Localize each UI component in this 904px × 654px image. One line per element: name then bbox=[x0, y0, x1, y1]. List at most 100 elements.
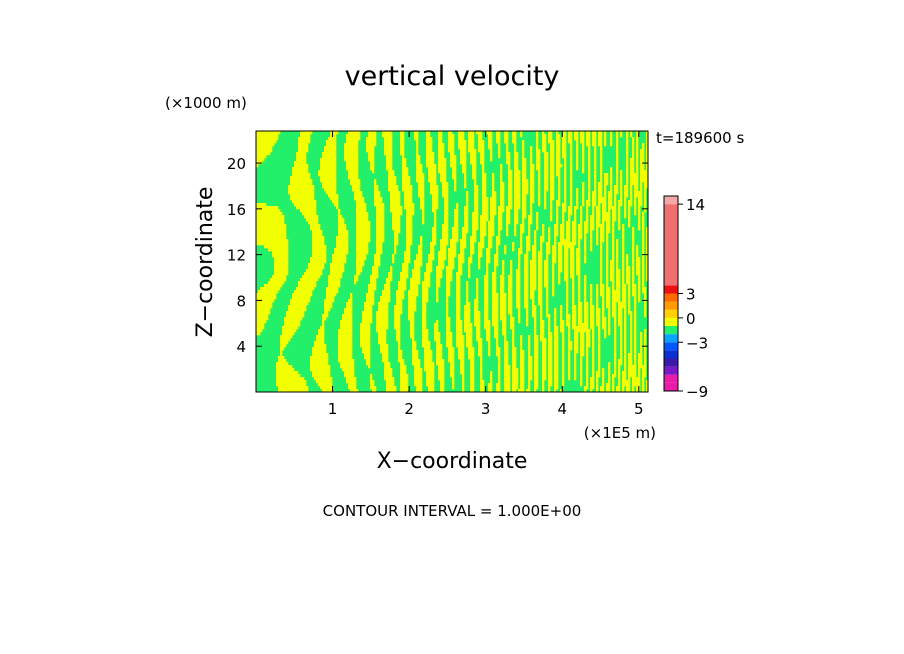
field-cell-positive bbox=[568, 137, 573, 141]
field-cell-positive bbox=[614, 335, 617, 339]
field-cell-positive bbox=[446, 326, 451, 330]
field-cell-positive bbox=[292, 173, 311, 177]
field-cell-positive bbox=[538, 278, 543, 282]
field-cell-positive bbox=[298, 143, 309, 147]
field-cell-positive bbox=[284, 323, 301, 327]
field-cell-positive bbox=[548, 239, 551, 243]
field-cell-positive bbox=[636, 149, 639, 153]
field-cell-positive bbox=[356, 218, 369, 222]
field-cell-positive bbox=[418, 191, 425, 195]
field-cell-positive bbox=[374, 179, 377, 183]
field-cell-positive bbox=[458, 257, 465, 261]
field-cell-positive bbox=[570, 260, 575, 264]
field-cell-positive bbox=[622, 272, 625, 276]
field-cell-positive bbox=[542, 383, 545, 387]
field-cell-positive bbox=[614, 203, 617, 207]
field-cell-positive bbox=[590, 383, 595, 387]
field-cell-positive bbox=[368, 158, 375, 162]
field-cell-positive bbox=[482, 167, 485, 171]
field-cell-positive bbox=[622, 224, 625, 228]
field-cell-positive bbox=[510, 263, 513, 267]
field-cell-positive bbox=[420, 239, 423, 243]
field-cell-positive bbox=[612, 284, 615, 288]
field-cell-positive bbox=[376, 323, 389, 327]
field-cell-positive bbox=[482, 206, 489, 210]
field-cell-positive bbox=[410, 281, 421, 285]
field-cell-positive bbox=[554, 230, 559, 234]
field-cell-positive bbox=[606, 302, 611, 306]
field-cell-positive bbox=[312, 251, 327, 255]
field-cell-positive bbox=[606, 296, 611, 300]
field-cell-positive bbox=[470, 245, 475, 249]
field-cell-positive bbox=[588, 170, 591, 174]
field-cell-positive bbox=[482, 197, 489, 201]
field-cell-positive bbox=[426, 143, 433, 147]
field-cell-positive bbox=[610, 170, 613, 174]
field-cell-positive bbox=[580, 221, 583, 225]
field-cell-positive bbox=[504, 356, 509, 360]
field-cell-positive bbox=[402, 161, 407, 165]
field-cell-positive bbox=[524, 278, 529, 282]
field-cell-positive bbox=[594, 179, 597, 183]
field-cell-positive bbox=[624, 350, 627, 354]
field-cell-positive bbox=[632, 281, 635, 285]
field-cell-positive bbox=[458, 260, 465, 264]
field-cell-positive bbox=[440, 383, 445, 387]
field-cell-positive bbox=[574, 377, 577, 381]
field-cell-positive bbox=[638, 221, 641, 225]
field-cell-positive bbox=[606, 254, 609, 258]
field-cell-positive bbox=[462, 233, 467, 237]
field-cell-positive bbox=[458, 266, 463, 270]
field-cell-positive bbox=[608, 326, 611, 330]
field-cell-positive bbox=[514, 194, 521, 198]
field-cell-positive bbox=[538, 197, 541, 201]
field-cell-positive bbox=[546, 290, 549, 294]
field-cell-positive bbox=[422, 308, 427, 312]
field-cell-positive bbox=[636, 158, 639, 162]
field-cell-positive bbox=[324, 302, 333, 306]
field-cell-positive bbox=[564, 161, 567, 165]
field-cell-positive bbox=[606, 227, 611, 231]
field-cell-positive bbox=[446, 281, 451, 285]
field-cell-positive bbox=[446, 299, 449, 303]
field-cell-positive bbox=[428, 389, 435, 392]
field-cell-positive bbox=[368, 290, 375, 294]
field-cell-positive bbox=[374, 194, 381, 198]
field-cell-positive bbox=[554, 344, 559, 348]
field-cell-positive bbox=[550, 197, 555, 201]
field-cell-positive bbox=[554, 362, 559, 366]
field-cell-positive bbox=[546, 248, 551, 252]
field-cell-positive bbox=[502, 329, 507, 333]
field-cell-positive bbox=[644, 314, 647, 318]
field-cell-positive bbox=[574, 371, 577, 375]
field-cell-positive bbox=[436, 284, 441, 288]
field-cell-positive bbox=[488, 386, 493, 390]
field-cell-positive bbox=[450, 374, 455, 378]
field-cell-positive bbox=[646, 257, 648, 261]
field-cell-positive bbox=[524, 281, 529, 285]
field-cell-positive bbox=[548, 326, 551, 330]
field-cell-positive bbox=[568, 131, 573, 135]
field-cell-positive bbox=[556, 206, 559, 210]
field-cell-positive bbox=[586, 359, 589, 363]
field-cell-positive bbox=[592, 212, 595, 216]
field-cell-positive bbox=[514, 209, 519, 213]
field-cell-positive bbox=[376, 215, 385, 219]
field-cell-positive bbox=[572, 287, 575, 291]
field-cell-positive bbox=[618, 227, 621, 231]
field-cell-positive bbox=[600, 284, 605, 288]
field-cell-positive bbox=[468, 356, 475, 360]
field-cell-positive bbox=[624, 203, 627, 207]
field-cell-positive bbox=[464, 218, 469, 222]
field-cell-positive bbox=[534, 386, 539, 390]
field-cell-positive bbox=[346, 161, 359, 165]
field-cell-positive bbox=[424, 362, 435, 366]
field-cell-positive bbox=[540, 239, 545, 243]
field-cell-positive bbox=[506, 146, 509, 150]
field-cell-positive bbox=[602, 314, 605, 318]
field-cell-positive bbox=[326, 296, 335, 300]
field-cell-positive bbox=[564, 185, 567, 189]
field-cell-positive bbox=[256, 209, 281, 213]
field-cell-positive bbox=[566, 230, 571, 234]
field-cell-positive bbox=[466, 287, 469, 291]
